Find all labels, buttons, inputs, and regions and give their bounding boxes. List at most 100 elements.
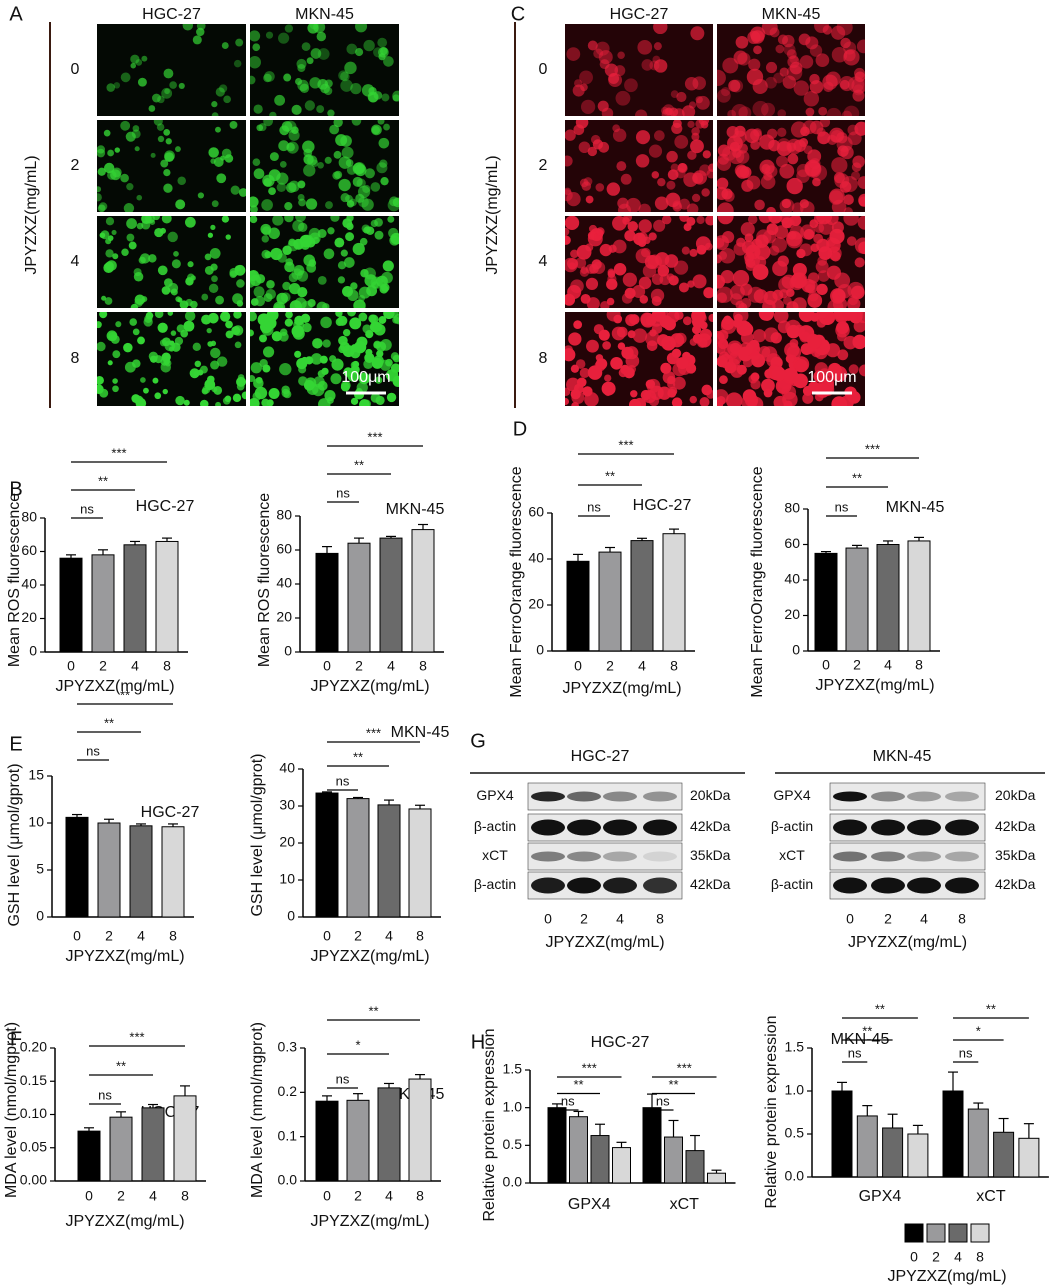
y-axis-label: GSH level (μmol/gprot): [6, 763, 23, 926]
cell: [616, 161, 627, 172]
cell: [338, 335, 348, 346]
panel-label: H: [471, 1031, 485, 1053]
cell: [638, 203, 651, 212]
bar: [155, 540, 179, 653]
cell: [653, 219, 666, 232]
cell: [204, 379, 216, 390]
x-tick-label: GPX4: [568, 1196, 611, 1213]
cell: [794, 359, 808, 373]
cell: [747, 30, 761, 45]
cell: [112, 385, 119, 393]
cell: [822, 25, 833, 35]
cell: [266, 280, 275, 289]
cell: [648, 144, 663, 158]
cell: [302, 322, 312, 333]
bar: [123, 544, 147, 653]
cell: [575, 120, 589, 129]
cell: [137, 77, 147, 87]
cell: [268, 227, 280, 240]
cell: [565, 155, 573, 167]
cell: [98, 202, 108, 211]
y-tick-label: 1.5: [785, 1039, 805, 1055]
bar: [814, 552, 838, 652]
band: [531, 819, 565, 836]
y-tick-label: 0.0: [785, 1168, 805, 1184]
cell: [735, 150, 750, 164]
y-tick-label: 0.10: [20, 1105, 47, 1121]
cell: [721, 188, 733, 200]
cell: [264, 316, 277, 330]
size-label: 42kDa: [995, 818, 1036, 834]
cell: [262, 364, 271, 373]
cell: [730, 284, 745, 300]
cell: [689, 395, 697, 404]
significance-label: ns: [336, 773, 350, 788]
cell: [238, 188, 246, 197]
micrograph: [565, 312, 713, 406]
cell: [740, 297, 752, 308]
cell: [297, 63, 306, 73]
cell: [730, 364, 744, 378]
cell: [826, 265, 842, 280]
significance-label: ns: [561, 1093, 575, 1108]
cell: [278, 140, 290, 152]
band: [945, 877, 979, 894]
significance-label: **: [668, 1077, 678, 1092]
cell: [814, 392, 824, 402]
cell: [211, 112, 219, 116]
cell: [678, 198, 690, 210]
cell: [342, 328, 351, 337]
cell: [669, 107, 679, 116]
legend-label: 2: [932, 1249, 940, 1265]
cell: [717, 286, 733, 303]
cell: [112, 350, 121, 359]
significance-label: **: [354, 457, 364, 472]
cell: [719, 247, 736, 264]
cell: [229, 270, 237, 278]
cell: [180, 329, 189, 338]
band: [643, 819, 677, 836]
cell: [796, 248, 806, 259]
cell: [672, 376, 686, 390]
y-axis-label: Mean ROS fluorescence: [6, 493, 23, 667]
cell: [334, 237, 345, 248]
cell: [340, 79, 353, 92]
cell: [674, 332, 687, 345]
y-tick-label: 15: [28, 767, 44, 783]
cell: [586, 339, 599, 353]
cell: [595, 183, 605, 192]
cell: [606, 182, 621, 196]
cell: [256, 124, 264, 132]
scale-bar-label: 100μm: [341, 369, 390, 386]
cell: [638, 219, 652, 233]
cell: [695, 120, 705, 129]
cell: [570, 279, 584, 294]
bar: [65, 816, 89, 918]
cell: [360, 269, 369, 278]
cell: [686, 203, 699, 212]
cell: [302, 140, 315, 153]
cell: [221, 42, 229, 50]
cell: [645, 315, 657, 326]
cell: [618, 368, 628, 378]
cell: [359, 237, 368, 246]
cell: [175, 199, 186, 210]
cell: [121, 248, 129, 256]
cell: [737, 52, 751, 66]
cell: [313, 24, 326, 34]
panel-label: A: [9, 3, 23, 25]
blot-title: MKN-45: [873, 748, 932, 765]
cell: [777, 109, 787, 116]
cell: [813, 233, 824, 244]
cell: [722, 230, 735, 244]
cell: [733, 50, 748, 65]
cell: [161, 87, 173, 99]
cell: [380, 177, 389, 186]
cell: [192, 35, 202, 45]
cells: [97, 312, 246, 406]
cell: [592, 139, 604, 150]
cell: [674, 134, 689, 149]
cell: [818, 106, 828, 116]
cell: [748, 374, 758, 384]
cell: [717, 202, 734, 212]
